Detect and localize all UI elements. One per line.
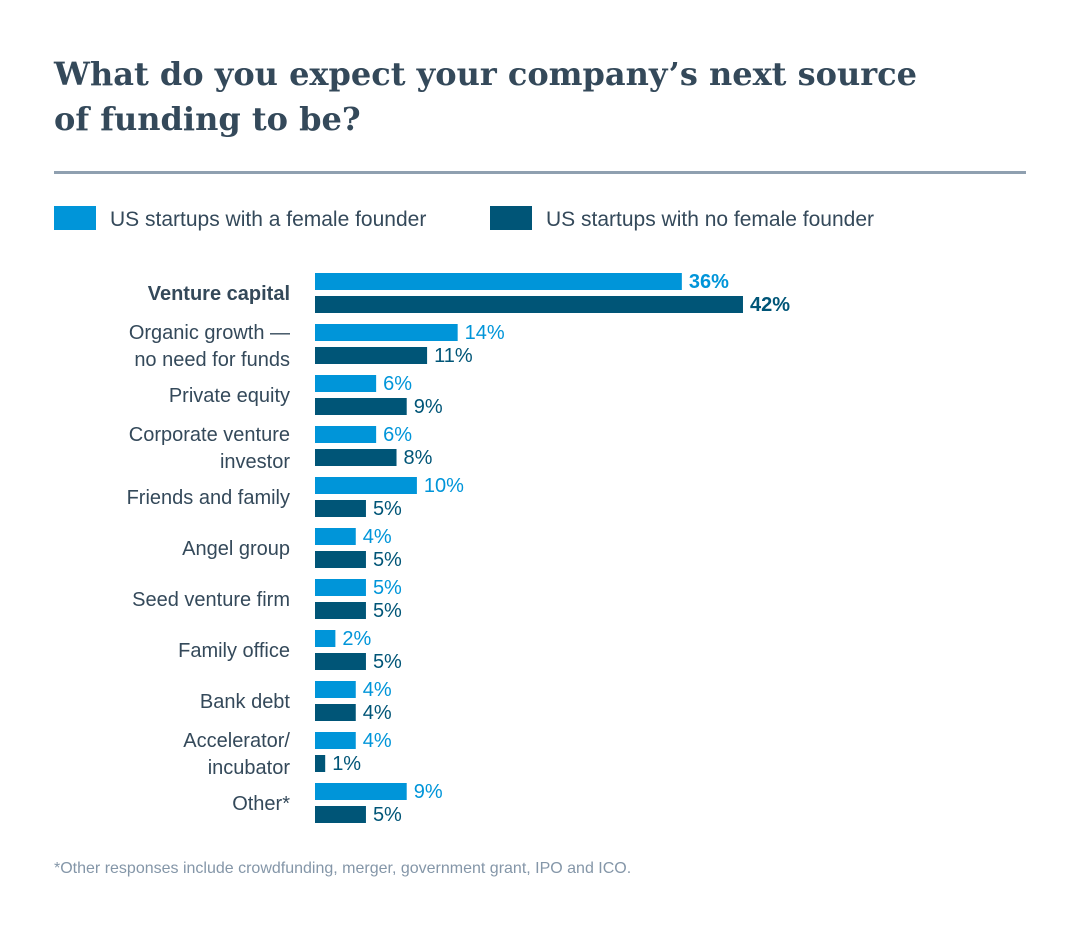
data-label: 8%	[404, 447, 433, 469]
data-label: 4%	[363, 679, 392, 701]
bar-female-founder	[315, 528, 356, 545]
data-label: 5%	[373, 549, 402, 571]
bar-no-female-founder	[315, 398, 407, 415]
bar-female-founder	[315, 783, 407, 800]
legend-swatch-female	[54, 206, 96, 230]
category-label: Angel group	[182, 538, 290, 560]
data-label: 5%	[373, 804, 402, 826]
bar-female-founder	[315, 426, 377, 443]
data-label: 42%	[750, 294, 790, 316]
bar-no-female-founder	[315, 602, 366, 619]
legend-label-female: US startups with a female founder	[110, 208, 426, 231]
category-label: Organic growth —	[129, 322, 290, 344]
category-label: incubator	[208, 757, 291, 779]
data-label: 11%	[434, 345, 473, 367]
chart-title-line-1: What do you expect your company’s next s…	[53, 55, 917, 93]
bar-female-founder	[315, 273, 682, 290]
title-divider	[54, 171, 1026, 174]
data-label: 6%	[383, 424, 412, 446]
data-label: 5%	[373, 577, 402, 599]
category-label: Venture capital	[148, 283, 290, 305]
category-label: Bank debt	[200, 691, 291, 713]
bar-female-founder	[315, 375, 377, 392]
bar-no-female-founder	[315, 551, 366, 568]
bar-no-female-founder	[315, 704, 356, 721]
bar-no-female-founder	[315, 806, 366, 823]
bar-no-female-founder	[315, 296, 743, 313]
bars-group: Venture capital 36% 42% Organic growth — no …	[127, 271, 791, 826]
data-label: 14%	[465, 322, 505, 344]
category-label: Friends and family	[127, 487, 290, 509]
data-label: 4%	[363, 702, 392, 724]
bar-female-founder	[315, 681, 356, 698]
bar-no-female-founder	[315, 500, 366, 517]
bar-no-female-founder	[315, 449, 397, 466]
chart-title-line-2: of funding to be?	[54, 100, 361, 138]
bar-female-founder	[315, 732, 356, 749]
data-label: 5%	[373, 498, 402, 520]
data-label: 9%	[414, 781, 443, 803]
legend-label-no-female: US startups with no female founder	[546, 208, 874, 231]
data-label: 4%	[363, 526, 392, 548]
footnote: *Other responses include crowdfunding, m…	[54, 860, 631, 877]
data-label: 4%	[363, 730, 392, 752]
data-label: 10%	[424, 475, 464, 497]
bar-female-founder	[315, 630, 336, 647]
category-label: investor	[220, 451, 290, 473]
data-label: 6%	[383, 373, 412, 395]
bar-no-female-founder	[315, 755, 326, 772]
data-label: 5%	[373, 600, 402, 622]
legend-swatch-no-female	[490, 206, 532, 230]
bar-female-founder	[315, 477, 417, 494]
data-label: 9%	[414, 396, 443, 418]
category-label: Other*	[232, 793, 290, 815]
category-label: Family office	[178, 640, 290, 662]
data-label: 2%	[342, 628, 371, 650]
category-label: Corporate venture	[129, 424, 290, 446]
category-label: Private equity	[169, 385, 290, 407]
category-label: no need for funds	[134, 349, 290, 371]
bar-no-female-founder	[315, 347, 428, 364]
data-label: 5%	[373, 651, 402, 673]
category-label: Accelerator/	[183, 730, 290, 752]
bar-no-female-founder	[315, 653, 366, 670]
category-label: Seed venture firm	[132, 589, 290, 611]
bar-female-founder	[315, 324, 458, 341]
data-label: 1%	[332, 753, 361, 775]
data-label: 36%	[689, 271, 729, 293]
bar-female-founder	[315, 579, 366, 596]
